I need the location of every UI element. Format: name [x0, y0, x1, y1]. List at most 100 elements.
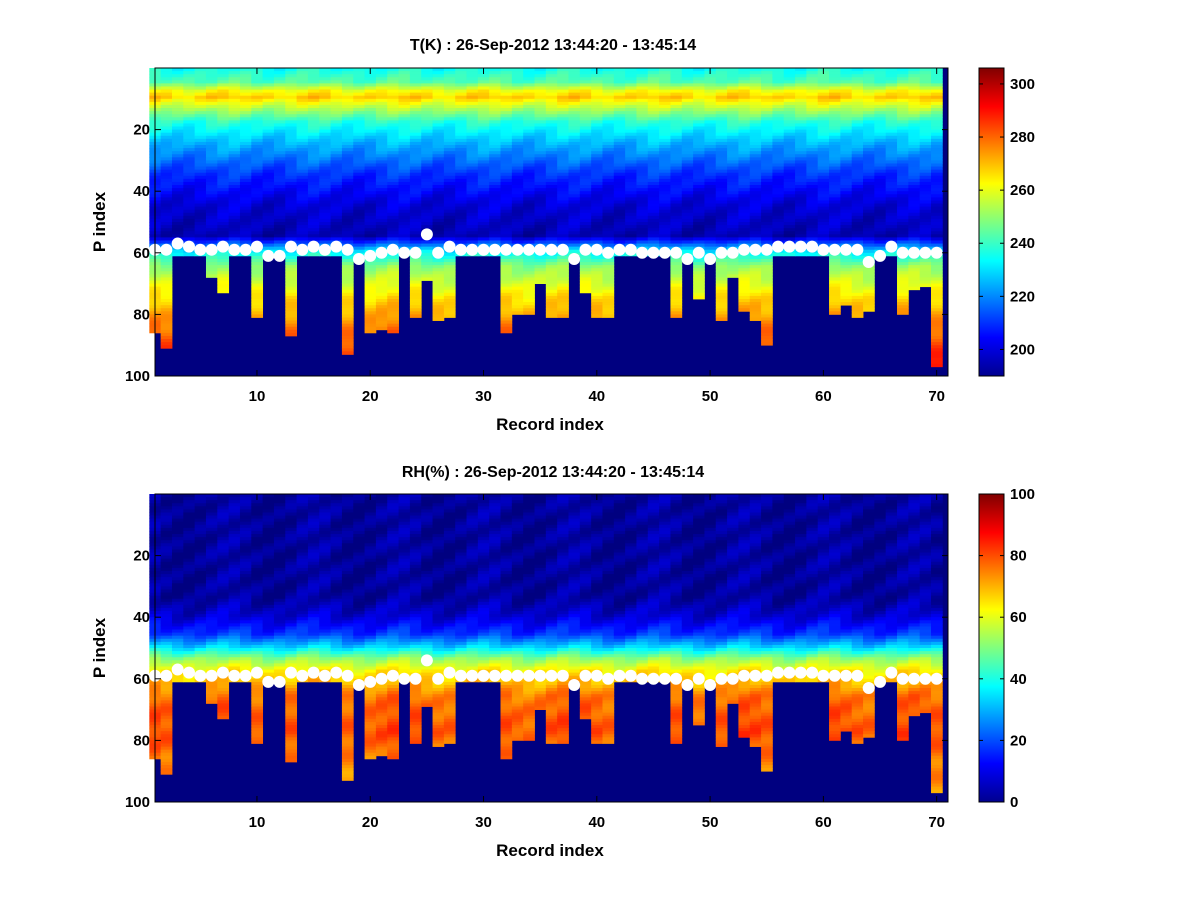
heatmap-cell	[455, 154, 467, 158]
heatmap-cell	[591, 175, 603, 180]
heatmap-cell	[795, 157, 807, 161]
heatmap-cell	[523, 135, 535, 140]
heatmap-cell	[715, 104, 728, 109]
heatmap-cell	[874, 111, 887, 115]
heatmap-cell	[591, 268, 603, 272]
heatmap-cell	[840, 145, 853, 149]
heatmap-cell	[727, 200, 739, 204]
heatmap-cell	[761, 86, 773, 90]
heatmap-cell	[919, 222, 932, 226]
heatmap-cell	[534, 86, 547, 90]
heatmap-cell	[477, 188, 490, 192]
heatmap-cell	[602, 141, 615, 146]
heatmap-cell	[511, 274, 524, 278]
heatmap-cell	[466, 160, 479, 164]
heatmap-cell	[217, 132, 230, 137]
heatmap-cell	[885, 92, 898, 97]
heatmap-cell	[659, 222, 671, 226]
heatmap-cell	[228, 77, 241, 81]
heatmap-cell	[341, 231, 354, 235]
heatmap-cell	[761, 135, 773, 140]
heatmap-cell	[307, 89, 320, 94]
heatmap-cell	[375, 234, 388, 238]
heatmap-cell	[557, 95, 569, 100]
heatmap-cell	[489, 218, 501, 223]
heatmap-cell	[523, 268, 535, 272]
heatmap-cell	[375, 218, 388, 223]
heatmap-cell	[489, 209, 501, 214]
heatmap-cell	[262, 240, 275, 244]
heatmap-cell	[613, 203, 626, 207]
heatmap-cell	[251, 86, 264, 90]
heatmap-cell	[817, 215, 830, 220]
heatmap-cell	[523, 197, 535, 201]
heatmap-cell	[296, 126, 309, 130]
heatmap-cell	[693, 123, 705, 127]
heatmap-cell	[183, 197, 196, 201]
heatmap-cell	[931, 101, 943, 106]
heatmap-cell	[761, 74, 773, 78]
heatmap-cell	[307, 98, 320, 103]
heatmap-cell	[897, 308, 909, 312]
heatmap-cell	[194, 151, 207, 155]
heatmap-cell	[534, 83, 547, 87]
heatmap-cell	[557, 314, 569, 318]
heatmap-cell	[375, 117, 388, 121]
heatmap-cell	[341, 157, 354, 161]
heatmap-cell	[931, 74, 943, 78]
heatmap-cell	[829, 305, 841, 309]
heatmap-cell	[489, 86, 501, 90]
heatmap-cell	[285, 172, 298, 177]
heatmap-cell	[239, 148, 252, 152]
heatmap-cell	[330, 104, 343, 109]
heatmap-cell	[217, 277, 230, 281]
heatmap-cell	[251, 178, 264, 183]
heatmap-cell	[557, 231, 569, 235]
heatmap-cell	[375, 95, 388, 100]
heatmap-cell	[908, 80, 921, 84]
heatmap-cell	[466, 215, 479, 220]
heatmap-cell	[171, 228, 184, 232]
heatmap-cell	[409, 299, 422, 303]
heatmap-cell	[545, 258, 558, 263]
heatmap-cell	[421, 185, 433, 189]
heatmap-cell	[523, 185, 535, 189]
heatmap-cell	[217, 123, 230, 127]
heatmap-cell	[364, 188, 377, 192]
heatmap-cell	[602, 274, 615, 278]
heatmap-cell	[591, 98, 603, 103]
heatmap-cell	[353, 237, 365, 241]
heatmap-cell	[421, 194, 433, 198]
heatmap-cell	[341, 178, 354, 183]
heatmap-cell	[738, 123, 751, 127]
heatmap-cell	[262, 98, 275, 103]
heatmap-cell	[160, 194, 173, 198]
heatmap-cell	[500, 212, 513, 217]
heatmap-cell	[375, 71, 388, 75]
heatmap-cell	[432, 98, 445, 103]
heatmap-cell	[375, 203, 388, 207]
heatmap-cell	[591, 228, 603, 232]
heatmap-cell	[681, 148, 694, 152]
heatmap-cell	[217, 151, 230, 155]
heatmap-cell	[761, 123, 773, 127]
heatmap-cell	[387, 314, 399, 318]
heatmap-cell	[251, 212, 264, 217]
heatmap-cell	[738, 111, 751, 115]
heatmap-cell	[511, 166, 524, 171]
heatmap-cell	[772, 178, 785, 183]
heatmap-cell	[353, 138, 365, 143]
heatmap-cell	[602, 299, 615, 303]
heatmap-cell	[613, 141, 626, 146]
heatmap-cell	[647, 74, 660, 78]
heatmap-cell	[534, 74, 547, 78]
heatmap-cell	[364, 135, 377, 140]
heatmap-cell	[534, 203, 547, 207]
heatmap-cell	[829, 283, 841, 288]
heatmap-cell	[919, 234, 932, 238]
heatmap-cell	[919, 243, 932, 248]
heatmap-cell	[500, 163, 513, 167]
heatmap-cell	[262, 191, 275, 195]
heatmap-cell	[919, 101, 932, 106]
heatmap-cell	[761, 215, 773, 220]
